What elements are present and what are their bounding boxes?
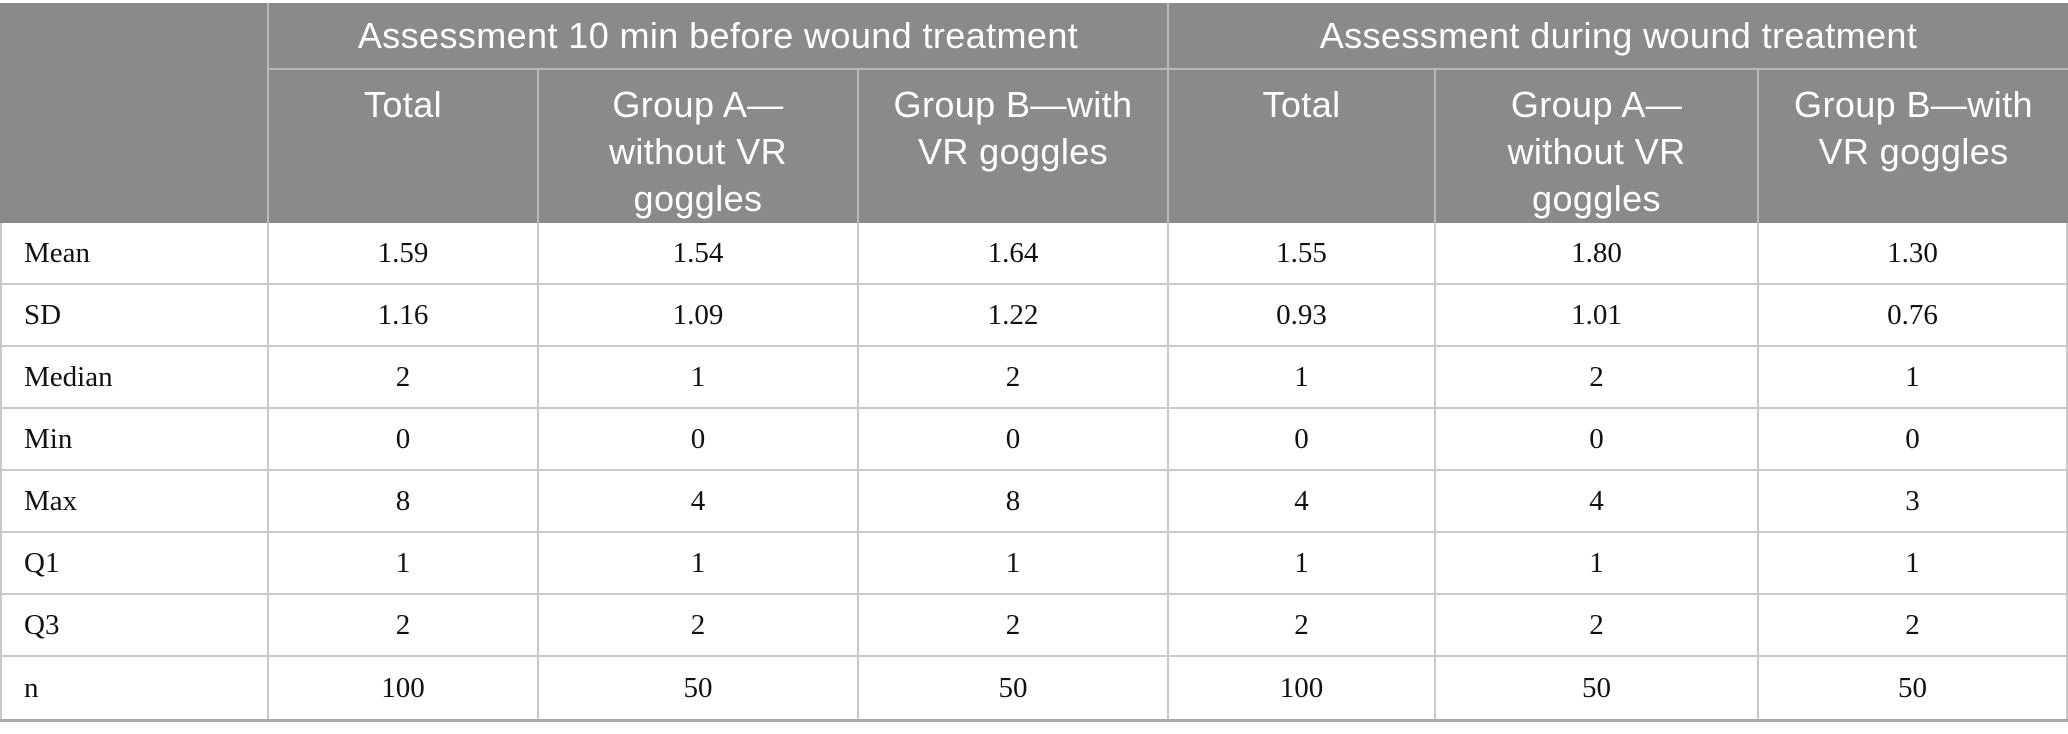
value-cell: 2 — [267, 595, 537, 658]
value-cell: 100 — [1167, 657, 1434, 720]
table-row-mean: Mean 1.59 1.54 1.64 1.55 1.80 1.30 — [0, 223, 2068, 286]
value-cell: 100 — [267, 657, 537, 720]
value-cell: 2 — [857, 595, 1167, 658]
value-cell: 0 — [857, 409, 1167, 472]
value-cell: 1 — [857, 533, 1167, 596]
value-cell: 4 — [1434, 471, 1757, 534]
table-row-sd: SD 1.16 1.09 1.22 0.93 1.01 0.76 — [0, 285, 2068, 348]
value-cell: 1.09 — [537, 285, 857, 348]
value-cell: 1 — [1167, 533, 1434, 596]
value-cell: 1 — [1757, 533, 2068, 596]
value-cell: 50 — [1757, 657, 2068, 720]
value-cell: 1.55 — [1167, 223, 1434, 286]
value-cell: 1.16 — [267, 285, 537, 348]
table-row-n: n 100 50 50 100 50 50 — [0, 657, 2068, 720]
value-cell: 4 — [1167, 471, 1434, 534]
value-cell: 0.76 — [1757, 285, 2068, 348]
col-header-group-a-during: Group A— without VR goggles — [1434, 70, 1757, 224]
col-header-total-before: Total — [267, 70, 537, 224]
statistics-table: Assessment 10 min before wound treatment… — [0, 3, 2068, 723]
value-cell: 8 — [857, 471, 1167, 534]
row-label-mean: Mean — [0, 223, 267, 286]
value-cell: 1 — [537, 533, 857, 596]
table-row-q3: Q3 2 2 2 2 2 2 — [0, 595, 2068, 658]
row-label-median: Median — [0, 347, 267, 410]
value-cell: 1 — [537, 347, 857, 410]
col-header-group-a-before: Group A— without VR goggles — [537, 70, 857, 224]
value-cell: 1.59 — [267, 223, 537, 286]
col-header-total-during: Total — [1167, 70, 1434, 224]
table-row-min: Min 0 0 0 0 0 0 — [0, 409, 2068, 472]
value-cell: 2 — [267, 347, 537, 410]
value-cell: 2 — [1167, 595, 1434, 658]
table-row-median: Median 2 1 2 1 2 1 — [0, 347, 2068, 410]
value-cell: 0 — [537, 409, 857, 472]
value-cell: 2 — [537, 595, 857, 658]
row-label-min: Min — [0, 409, 267, 472]
value-cell: 1 — [1757, 347, 2068, 410]
row-label-n: n — [0, 657, 267, 720]
table-row-max: Max 8 4 8 4 4 3 — [0, 471, 2068, 534]
value-cell: 0 — [1167, 409, 1434, 472]
value-cell: 4 — [537, 471, 857, 534]
value-cell: 1 — [267, 533, 537, 596]
value-cell: 50 — [1434, 657, 1757, 720]
section-header-during: Assessment during wound treatment — [1167, 3, 2068, 70]
statistics-table-container: Assessment 10 min before wound treatment… — [0, 3, 2068, 723]
corner-cell — [0, 3, 267, 224]
value-cell: 0 — [1434, 409, 1757, 472]
row-label-sd: SD — [0, 285, 267, 348]
row-label-max: Max — [0, 471, 267, 534]
value-cell: 0 — [1757, 409, 2068, 472]
table-row-q1: Q1 1 1 1 1 1 1 — [0, 533, 2068, 596]
value-cell: 2 — [857, 347, 1167, 410]
value-cell: 0.93 — [1167, 285, 1434, 348]
value-cell: 8 — [267, 471, 537, 534]
value-cell: 1.01 — [1434, 285, 1757, 348]
value-cell: 1.64 — [857, 223, 1167, 286]
section-header-before: Assessment 10 min before wound treatment — [267, 3, 1167, 70]
value-cell: 1.30 — [1757, 223, 2068, 286]
column-header-row: Total Group A— without VR goggles Group … — [0, 70, 2068, 224]
row-label-q3: Q3 — [0, 595, 267, 658]
col-header-group-b-during: Group B—with VR goggles — [1757, 70, 2068, 224]
value-cell: 50 — [857, 657, 1167, 720]
value-cell: 1.22 — [857, 285, 1167, 348]
value-cell: 1.54 — [537, 223, 857, 286]
col-header-group-b-before: Group B—with VR goggles — [857, 70, 1167, 224]
value-cell: 3 — [1757, 471, 2068, 534]
value-cell: 1 — [1167, 347, 1434, 410]
value-cell: 0 — [267, 409, 537, 472]
value-cell: 1 — [1434, 533, 1757, 596]
value-cell: 2 — [1757, 595, 2068, 658]
value-cell: 2 — [1434, 595, 1757, 658]
value-cell: 2 — [1434, 347, 1757, 410]
value-cell: 1.80 — [1434, 223, 1757, 286]
section-header-row: Assessment 10 min before wound treatment… — [0, 3, 2068, 224]
value-cell: 50 — [537, 657, 857, 720]
row-label-q1: Q1 — [0, 533, 267, 596]
